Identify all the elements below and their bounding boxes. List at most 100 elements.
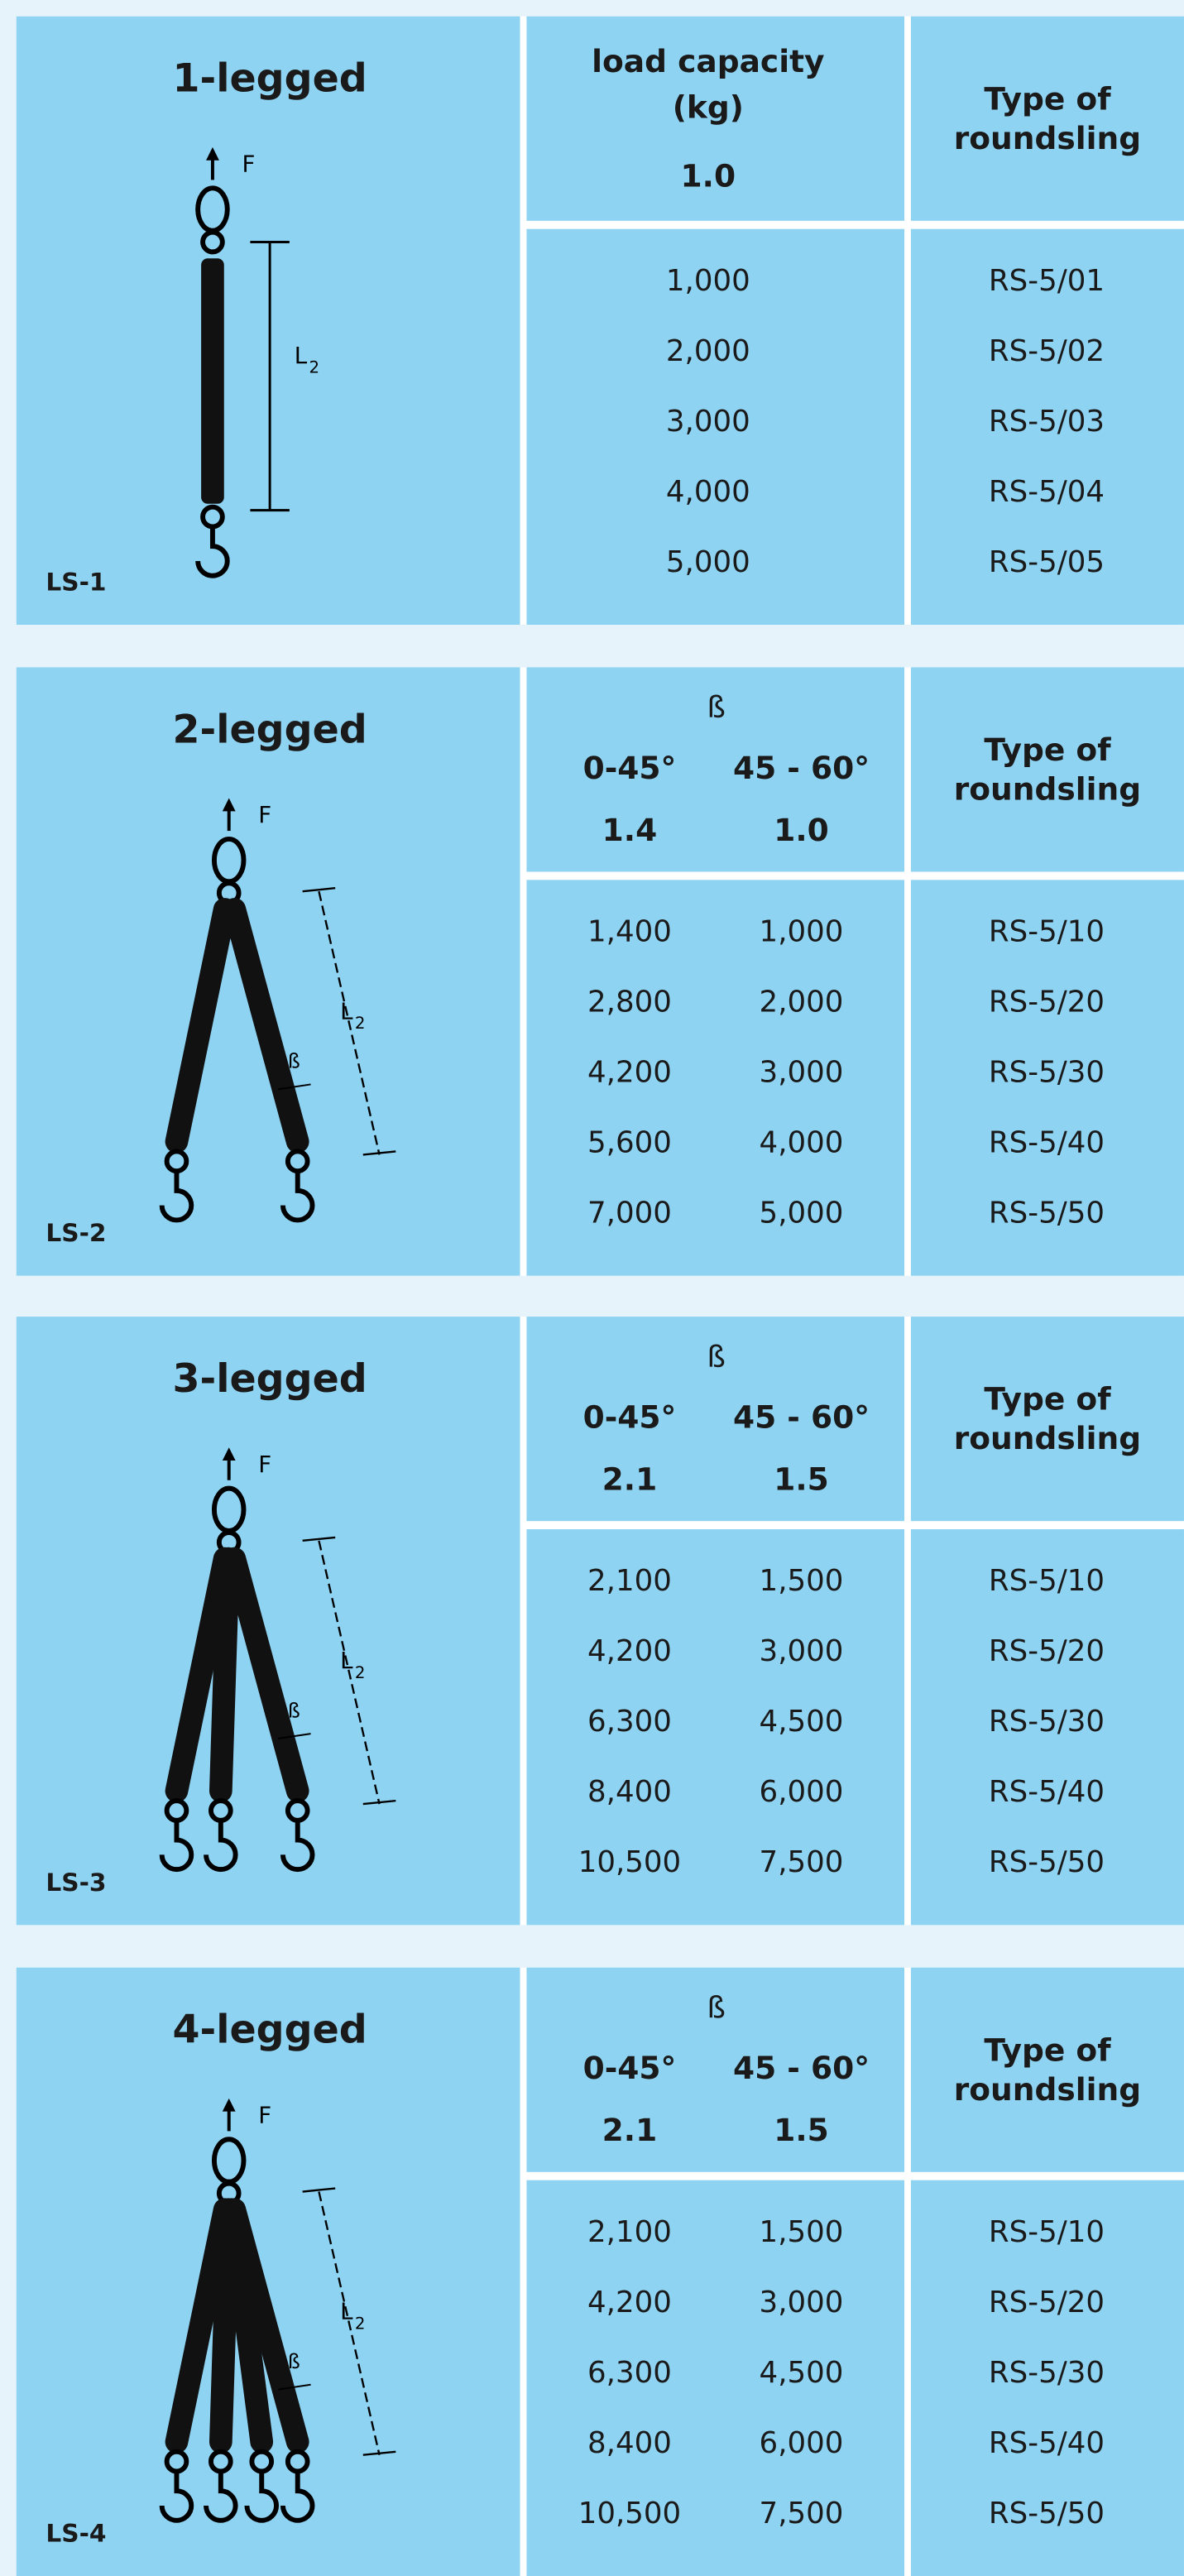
type-header-line: roundsling [953,770,1142,808]
top-ring [211,1485,247,1533]
type-header-cell: Type of roundsling [910,1317,1184,1522]
capacity-value: 4,200 [587,1634,672,1670]
sling-leg [223,898,309,1154]
type-header-cell: Type of roundsling [910,1967,1184,2172]
capacity-value: 1,000 [665,264,750,299]
type-header: Type of roundsling [911,1317,1184,1521]
angle-mark [277,1733,311,1739]
arrow-head [206,146,219,161]
capacity-value: 8,400 [587,2426,672,2461]
hook [195,528,230,578]
roundsling-type: RS-5/30 [988,1055,1105,1091]
top-ring [211,836,247,885]
panel-code: LS-2 [46,1218,107,1249]
panel-title: 4-legged [172,2007,367,2053]
dimension-tick [302,887,336,893]
hook [159,1821,194,1873]
length-label: L [295,342,308,369]
diagram-cell: 4-legged LS-4 F L 2 ß [16,1967,520,2576]
roundsling-type: RS-5/10 [988,914,1105,950]
table-panel: 3-legged LS-3 F L 2 ß ß 0-45° 2.1 45 - 60° 1.5 Type… [16,1317,1184,1926]
hook-link [164,1798,189,1823]
factor: 2.1 [602,2113,658,2150]
table-panel: 1-legged LS-1 F L 2 load capacity (kg) 1.0 Type … [16,16,1184,626]
capacity-cell: 1,400 1,000 2,800 2,000 4,200 3,000 5,600 4,000… [526,880,905,1276]
capacity-header: ß 0-45° 2.1 45 - 60° 1.5 [526,1317,905,1522]
roundsling-type: RS-5/05 [988,545,1105,580]
length-subscript: 2 [355,1014,366,1033]
type-header-line: Type of [984,2032,1111,2069]
dimension-line [318,890,381,1155]
type-header: Type of roundsling [911,1968,1184,2172]
capacity-cell: 1,000 2,000 3,000 4,000 5,000 [526,228,905,626]
roundsling-type: RS-5/40 [988,2426,1105,2461]
hook [280,1821,315,1873]
capacity-value: 5,000 [665,545,750,580]
type-header: Type of roundsling [911,667,1184,871]
roundsling-type: RS-5/04 [988,475,1105,510]
type-cell: RS-5/01 RS-5/02 RS-5/03 RS-5/04 RS-5/05 [910,228,1184,626]
dimension-tick [302,1536,336,1542]
length-label: L [340,1647,353,1674]
hook [159,2473,194,2523]
table-panel: 4-legged LS-4 F L 2 ß ß 0-45° 2.1 45 - 60° 1.5 Type… [16,1967,1184,2576]
capacity-value: 3,000 [759,1634,844,1670]
capacity-value: 2,100 [587,2215,672,2250]
type-cell: RS-5/10 RS-5/20 RS-5/30 RS-5/40 RS-5/50 [910,880,1184,1276]
capacity-value: 4,200 [587,2286,672,2320]
force-label: F [258,801,271,828]
angle-range: 0-45° [582,2051,677,2088]
hook-link [249,2449,275,2474]
type-header-line: roundsling [953,120,1142,156]
hook-link [164,2449,189,2474]
factor: 1.5 [774,1461,829,1499]
capacity-value: 4,000 [759,1125,844,1161]
link [200,229,225,255]
capacity-value: 6,300 [587,1705,672,1740]
sling-leg [223,1547,309,1803]
capacity-label: (kg) [672,89,744,127]
hook-link [285,1798,310,1823]
top-ring [211,2137,247,2185]
capacity-value: 7,500 [759,2497,844,2531]
capacity-value: 2,000 [665,334,750,369]
dimension-tick [362,1150,396,1156]
capacity-value: 2,000 [759,985,844,1020]
angle-range: 45 - 60° [732,1399,870,1437]
capacity-value: 6,000 [759,1775,844,1810]
arrow-head [222,2098,236,2112]
force-label: F [258,1451,271,1478]
diagram-cell: 2-legged LS-2 F L 2 ß [16,667,520,1276]
dimension-line [318,1540,381,1805]
hook-link [285,2449,310,2474]
capacity-value: 6,300 [587,2356,672,2391]
capacity-value: 7,500 [759,1845,844,1880]
factor: 1.0 [774,813,829,849]
type-header-cell: Type of roundsling [910,16,1184,221]
factor: 2.1 [602,1461,658,1499]
roundsling-type: RS-5/30 [988,1705,1105,1740]
type-header-line: Type of [984,1381,1111,1418]
roundsling-type: RS-5/20 [988,2286,1105,2320]
hook [244,2473,279,2523]
type-header-line: roundsling [953,2071,1142,2108]
roundsling-type: RS-5/50 [988,1845,1105,1880]
sling-leg [223,2198,309,2454]
hook [159,1173,194,1223]
panel-title: 1-legged [172,55,367,102]
capacity-value: 1,000 [759,914,844,950]
capacity-value: 2,100 [587,1564,672,1600]
roundsling-type: RS-5/10 [988,1564,1105,1600]
dimension-tick [362,2450,396,2456]
panel-code: LS-1 [46,567,107,597]
capacity-header: ß 0-45° 2.1 45 - 60° 1.5 [526,1967,905,2172]
hook-link [209,1798,233,1823]
hook [280,2473,315,2523]
angle-label: ß [288,1050,300,1073]
roundsling-type: RS-5/40 [988,1775,1105,1810]
hook [204,1821,238,1873]
diagram-cell: 1-legged LS-1 F L 2 [16,16,520,626]
hook [204,2473,238,2523]
panel-code: LS-3 [46,1868,107,1897]
type-header-line: Type of [984,732,1111,768]
